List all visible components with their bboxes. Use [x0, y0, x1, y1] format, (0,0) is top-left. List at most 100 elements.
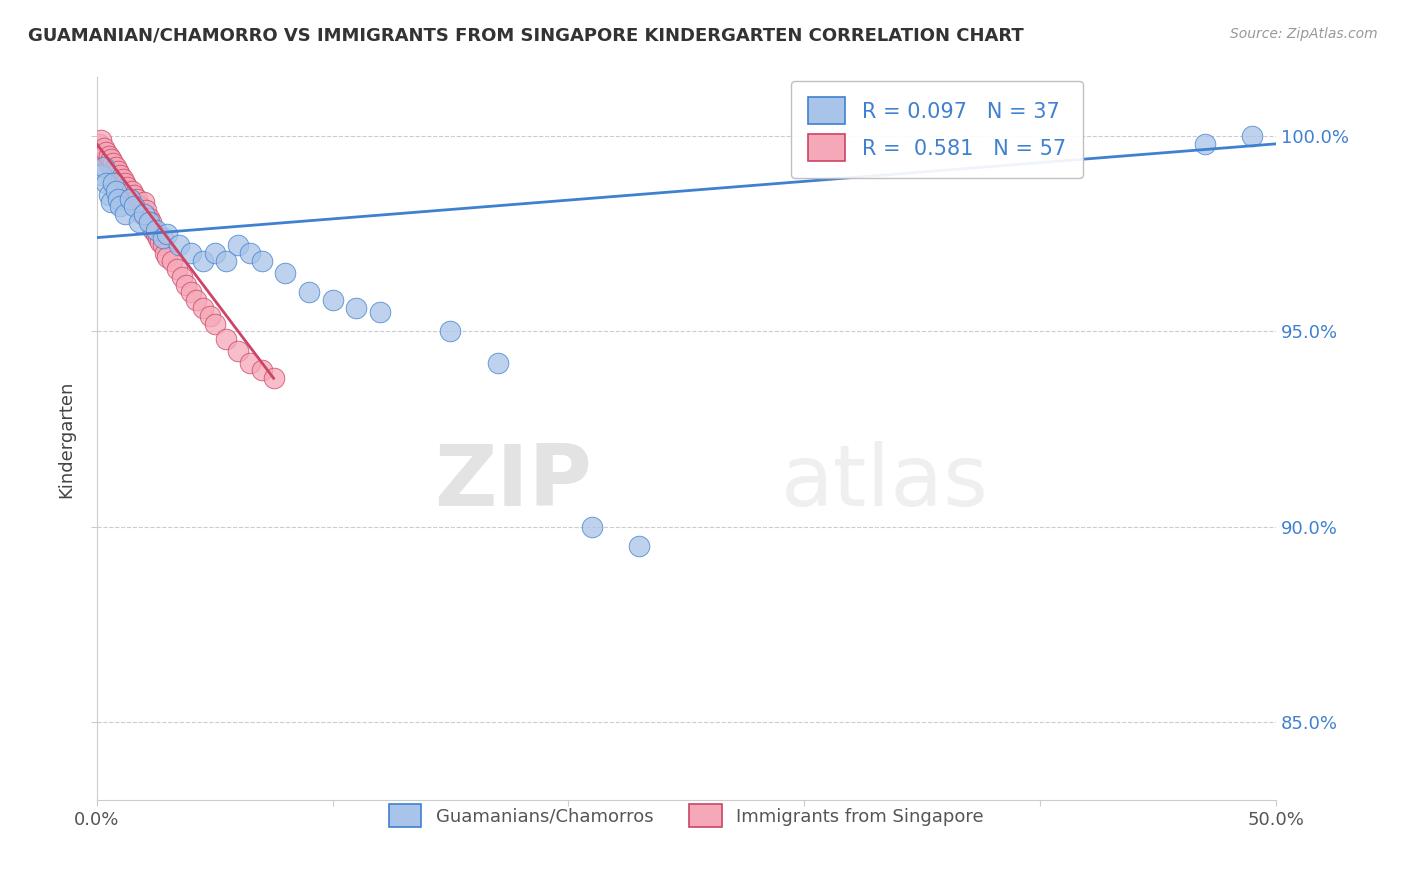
Point: [486, 356, 509, 370]
Point: [142, 223, 165, 237]
Text: GUAMANIAN/CHAMORRO VS IMMIGRANTS FROM SINGAPORE KINDERGARTEN CORRELATION CHART: GUAMANIAN/CHAMORRO VS IMMIGRANTS FROM SI…: [28, 27, 1024, 45]
Point: [110, 168, 132, 182]
Point: [191, 301, 214, 315]
Point: [139, 215, 162, 229]
Point: [176, 277, 198, 292]
Point: [135, 203, 157, 218]
Legend: Guamanians/Chamorros, Immigrants from Singapore: Guamanians/Chamorros, Immigrants from Si…: [381, 797, 991, 835]
Point: [93, 148, 115, 162]
Point: [104, 161, 127, 175]
Point: [100, 161, 122, 175]
Y-axis label: Kindergarten: Kindergarten: [58, 380, 75, 498]
Point: [1194, 136, 1216, 151]
Text: ZIP: ZIP: [434, 441, 592, 524]
Point: [90, 168, 112, 182]
Point: [581, 520, 603, 534]
Point: [274, 266, 297, 280]
Point: [215, 332, 238, 346]
Point: [97, 156, 120, 170]
Point: [226, 343, 249, 358]
Point: [103, 164, 125, 178]
Point: [184, 293, 207, 307]
Point: [90, 133, 112, 147]
Point: [118, 192, 141, 206]
Point: [149, 235, 172, 249]
Point: [93, 141, 115, 155]
Point: [94, 176, 117, 190]
Point: [138, 211, 160, 225]
Point: [156, 227, 179, 241]
Text: Source: ZipAtlas.com: Source: ZipAtlas.com: [1230, 27, 1378, 41]
Point: [152, 230, 174, 244]
Point: [204, 246, 226, 260]
Point: [114, 207, 136, 221]
Point: [100, 153, 122, 167]
Point: [322, 293, 344, 307]
Point: [180, 246, 202, 260]
Point: [103, 156, 125, 170]
Text: atlas: atlas: [780, 441, 988, 524]
Point: [114, 176, 136, 190]
Point: [132, 195, 155, 210]
Point: [153, 246, 176, 260]
Point: [145, 227, 167, 241]
Point: [114, 184, 136, 198]
Point: [298, 285, 321, 300]
Point: [156, 250, 179, 264]
Point: [263, 371, 285, 385]
Point: [198, 309, 221, 323]
Point: [250, 254, 273, 268]
Point: [152, 238, 174, 252]
Point: [138, 215, 160, 229]
Point: [132, 207, 155, 221]
Point: [167, 238, 190, 252]
Point: [128, 199, 150, 213]
Point: [125, 192, 148, 206]
Point: [191, 254, 214, 268]
Point: [104, 184, 127, 198]
Point: [368, 305, 391, 319]
Point: [628, 539, 651, 553]
Point: [118, 192, 141, 206]
Point: [107, 172, 129, 186]
Point: [128, 215, 150, 229]
Point: [117, 179, 139, 194]
Point: [204, 317, 226, 331]
Point: [160, 254, 183, 268]
Point: [110, 176, 132, 190]
Point: [121, 195, 143, 210]
Point: [439, 325, 461, 339]
Point: [145, 223, 167, 237]
Point: [117, 187, 139, 202]
Point: [97, 187, 120, 202]
Point: [111, 179, 134, 194]
Point: [239, 246, 262, 260]
Point: [250, 363, 273, 377]
Point: [166, 261, 188, 276]
Point: [110, 199, 132, 213]
Point: [180, 285, 202, 300]
Point: [107, 192, 129, 206]
Point: [94, 145, 117, 159]
Point: [226, 238, 249, 252]
Point: [131, 207, 153, 221]
Point: [107, 164, 129, 178]
Point: [344, 301, 367, 315]
Point: [146, 230, 169, 244]
Point: [111, 172, 134, 186]
Point: [97, 148, 120, 162]
Point: [94, 153, 117, 167]
Point: [90, 145, 112, 159]
Point: [100, 195, 122, 210]
Point: [121, 184, 143, 198]
Point: [104, 168, 127, 182]
Point: [170, 269, 193, 284]
Point: [93, 161, 115, 175]
Point: [1241, 129, 1264, 144]
Point: [87, 136, 110, 151]
Point: [124, 199, 146, 213]
Point: [215, 254, 238, 268]
Point: [103, 176, 125, 190]
Point: [239, 356, 262, 370]
Point: [124, 187, 146, 202]
